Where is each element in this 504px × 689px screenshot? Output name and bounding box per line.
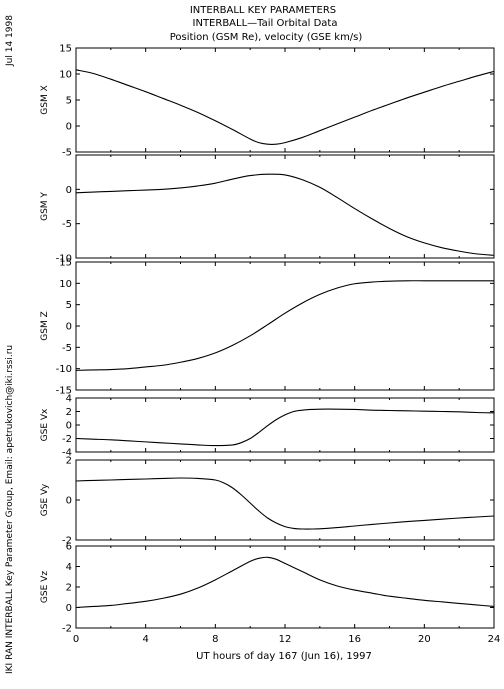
panel-frame <box>75 397 495 453</box>
x-tick-label: 8 <box>212 634 218 645</box>
series-line <box>75 280 494 371</box>
y-tick-label: 0 <box>66 496 72 507</box>
series-line <box>75 477 495 530</box>
x-axis-label: UT hours of day 167 (Jun 16), 1997 <box>196 651 372 662</box>
series-line <box>75 556 495 609</box>
header-line-2: INTERBALL—Tail Orbital Data <box>193 18 338 29</box>
y-tick-label: -2 <box>62 536 72 547</box>
y-tick-label: -10 <box>56 364 72 375</box>
y-axis-label: GSM Y <box>40 192 50 221</box>
y-tick-label: 2 <box>66 407 72 418</box>
panels: -5 0 5 10 15 GSM X -10 -5 0 GSM Y -15 -10 -5 0 5 10 15 GS… <box>40 44 500 646</box>
y-axis-label: GSE Vz <box>40 571 50 603</box>
y-tick-label: -4 <box>62 448 72 459</box>
y-tick-label: 0 <box>66 185 72 196</box>
y-tick-label: 2 <box>66 583 72 594</box>
y-tick-label: 4 <box>66 394 72 405</box>
y-tick-label: 5 <box>66 96 72 107</box>
y-tick-label: 15 <box>59 258 72 269</box>
y-tick-label: 0 <box>66 603 72 614</box>
x-tick-label: 0 <box>73 634 79 645</box>
x-tick-label: 20 <box>418 634 431 645</box>
y-tick-label: -2 <box>62 624 72 635</box>
y-tick-label: 10 <box>59 70 72 81</box>
y-tick-label: 5 <box>66 300 72 311</box>
y-tick-label: -10 <box>56 254 72 265</box>
y-axis-label: GSM X <box>40 85 50 114</box>
header-line-1: INTERBALL KEY PARAMETERS <box>190 5 336 16</box>
x-tick-label: 4 <box>142 634 148 645</box>
header-line-3: Position (GSM Re), velocity (GSE km/s) <box>170 32 363 43</box>
y-tick-label: 0 <box>66 322 72 333</box>
y-tick-label: -15 <box>56 386 72 397</box>
y-tick-label: 15 <box>59 44 72 55</box>
panel-frame <box>75 154 495 259</box>
y-axis-label: GSM Z <box>40 311 50 340</box>
x-tick-label: 16 <box>348 634 361 645</box>
y-tick-label: -5 <box>62 148 72 159</box>
y-tick-label: 2 <box>66 456 72 467</box>
y-tick-label: -5 <box>62 219 72 230</box>
x-tick-label: 12 <box>279 634 292 645</box>
y-tick-label: -5 <box>62 343 72 354</box>
y-tick-label: 0 <box>66 421 72 432</box>
panel-frame <box>75 545 495 629</box>
panel-frame <box>75 459 495 541</box>
y-tick-label: 10 <box>59 279 72 290</box>
side-date: Jul 14 1998 <box>5 15 15 67</box>
series-line <box>75 408 495 447</box>
series-line <box>75 69 495 145</box>
y-axis-label: GSE Vy <box>40 483 50 516</box>
y-tick-label: -2 <box>62 434 72 445</box>
side-credit: IKI RAN INTERBALL Key Parameter Group, E… <box>5 345 15 674</box>
y-tick-label: 4 <box>66 562 72 573</box>
y-tick-label: 0 <box>66 122 72 133</box>
y-tick-label: 6 <box>66 542 72 553</box>
x-tick-label: 24 <box>488 634 501 645</box>
panel-frame <box>75 47 495 153</box>
y-axis-label: GSE Vx <box>40 408 50 441</box>
series-line <box>75 173 495 256</box>
